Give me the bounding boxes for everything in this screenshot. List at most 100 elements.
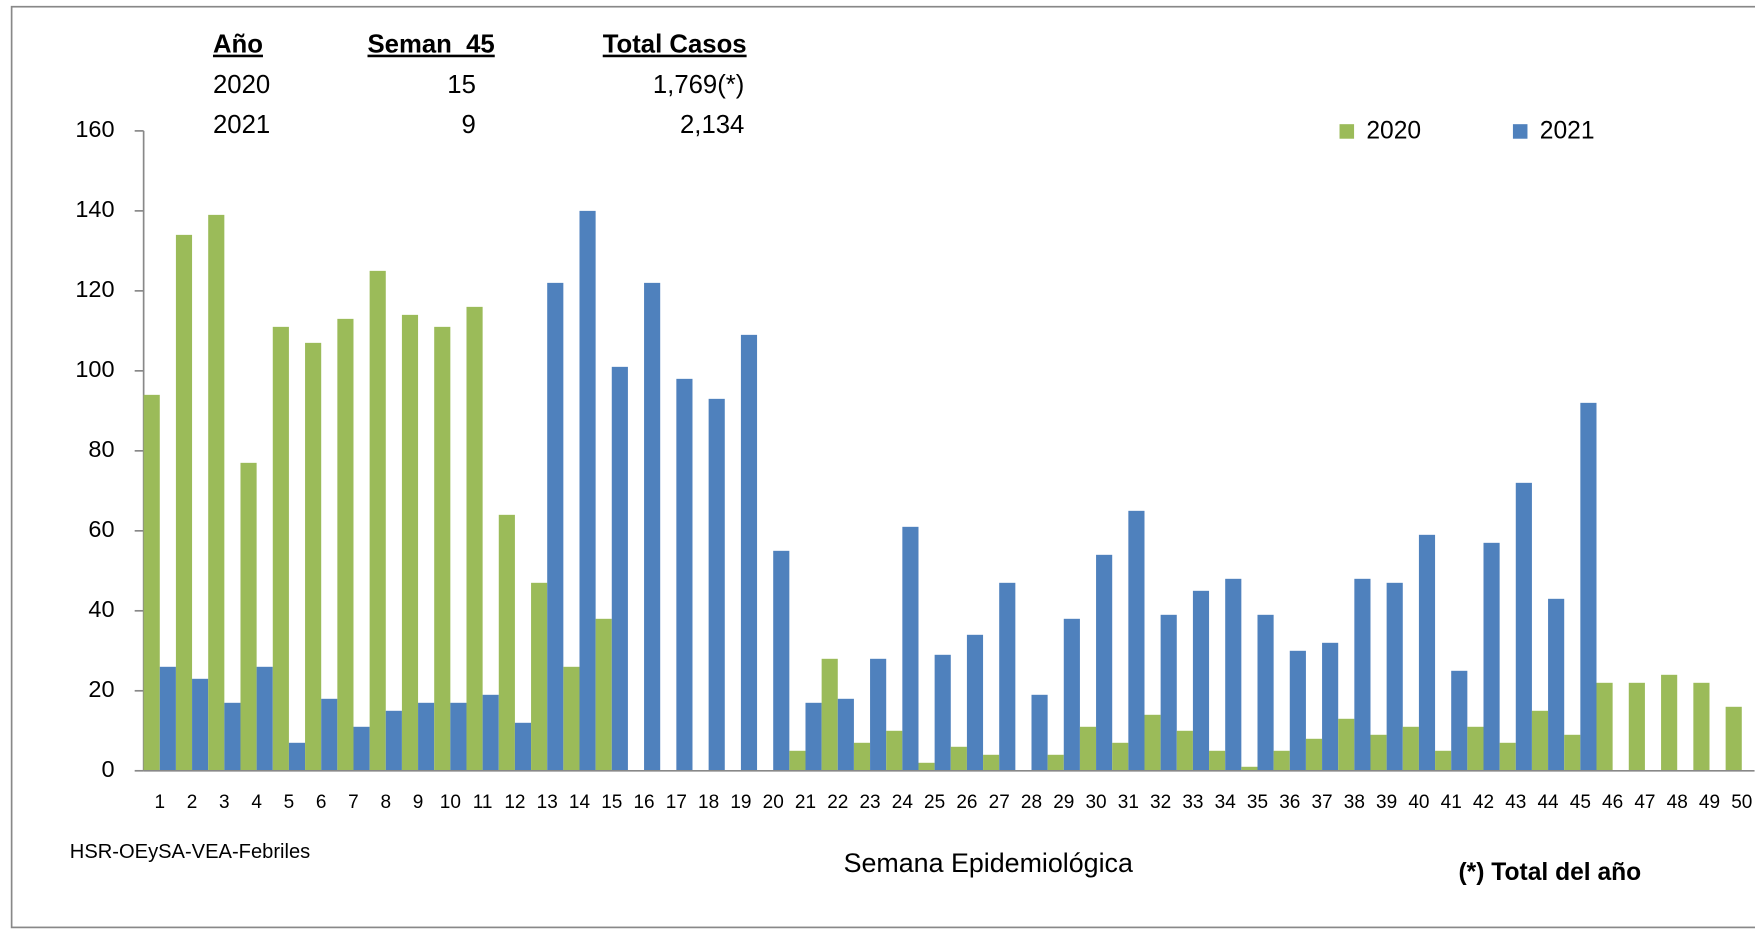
bar	[1209, 750, 1226, 771]
x-tick-label: 6	[316, 792, 327, 813]
bar	[450, 702, 467, 771]
y-tick-label: 60	[88, 516, 114, 542]
bar	[159, 666, 176, 771]
bar	[1289, 650, 1306, 771]
bar	[773, 550, 790, 771]
bar	[1483, 542, 1500, 771]
x-tick-label: 50	[1731, 792, 1752, 813]
bar	[1435, 750, 1452, 771]
bar	[1499, 742, 1516, 771]
bar	[1596, 682, 1613, 771]
x-axis-title: Semana Epidemiológica	[844, 848, 1133, 878]
legend-swatch	[1339, 124, 1355, 139]
y-tick-label: 100	[75, 356, 114, 382]
legend-label: 2021	[1540, 118, 1595, 145]
bar	[1273, 750, 1290, 771]
bar	[418, 702, 435, 771]
bar	[1386, 582, 1403, 771]
bar	[853, 742, 871, 771]
bar	[498, 514, 515, 771]
legend-label: 2020	[1366, 118, 1421, 145]
x-tick-label: 5	[284, 792, 295, 813]
bar	[1241, 766, 1258, 771]
bar	[1515, 482, 1532, 771]
x-tick-label: 29	[1053, 792, 1074, 813]
x-tick-label: 42	[1473, 792, 1494, 813]
bar	[611, 366, 628, 771]
x-tick-label: 23	[859, 792, 880, 813]
x-tick-label: 3	[219, 792, 230, 813]
bar	[708, 398, 725, 771]
x-tick-label: 49	[1699, 792, 1720, 813]
bar	[1031, 694, 1048, 771]
x-tick-label: 10	[440, 792, 461, 813]
y-tick-label: 0	[101, 756, 114, 782]
bar	[1354, 578, 1371, 771]
bar	[256, 666, 273, 771]
bar	[337, 318, 354, 771]
table-cell: 9	[462, 111, 476, 139]
bar	[401, 314, 419, 771]
bar	[902, 526, 919, 771]
x-tick-label: 28	[1021, 792, 1042, 813]
bar	[886, 730, 903, 771]
bar	[1225, 578, 1242, 771]
bar	[1628, 682, 1645, 771]
x-tick-label: 25	[924, 792, 945, 813]
x-tick-label: 34	[1215, 792, 1237, 813]
bar	[1096, 554, 1113, 771]
bar	[1467, 726, 1484, 771]
bar	[531, 582, 548, 771]
y-tick-label: 40	[88, 596, 114, 622]
x-tick-label: 27	[989, 792, 1010, 813]
chart-frame	[10, 5, 1755, 929]
x-tick-label: 40	[1408, 792, 1429, 813]
bar	[482, 694, 499, 771]
table-cell: 2020	[213, 71, 270, 99]
bar	[224, 702, 241, 771]
bar	[918, 762, 935, 771]
bar	[595, 618, 612, 771]
x-tick-label: 44	[1537, 792, 1559, 813]
bar	[966, 634, 984, 771]
x-tick-label: 30	[1085, 792, 1106, 813]
bar	[305, 342, 322, 771]
footnote: (*) Total del año	[1458, 859, 1641, 886]
y-tick-label: 80	[88, 436, 114, 462]
bar	[837, 698, 854, 771]
bar	[934, 654, 951, 771]
bar	[208, 214, 225, 771]
x-tick-label: 45	[1570, 792, 1591, 813]
bar	[240, 462, 257, 771]
bar	[514, 722, 532, 771]
x-tick-label: 33	[1182, 792, 1203, 813]
x-tick-label: 8	[380, 792, 391, 813]
x-tick-label: 38	[1344, 792, 1365, 813]
bar	[1693, 682, 1710, 771]
bar	[821, 658, 838, 771]
bar	[1580, 402, 1597, 771]
x-tick-label: 21	[795, 792, 816, 813]
legend-swatch	[1512, 124, 1528, 139]
bar	[385, 710, 402, 771]
bar	[192, 678, 209, 771]
bar	[143, 394, 160, 771]
bar	[1402, 726, 1419, 771]
bar	[1451, 670, 1468, 771]
bar	[321, 698, 338, 771]
bar	[1564, 734, 1581, 771]
bar	[466, 306, 483, 771]
x-tick-label: 24	[892, 792, 914, 813]
bar	[950, 746, 967, 771]
x-tick-label: 9	[413, 792, 424, 813]
bar	[1063, 618, 1080, 771]
x-tick-label: 2	[187, 792, 198, 813]
x-tick-label: 43	[1505, 792, 1526, 813]
bar	[1144, 714, 1161, 771]
table-header: Seman 45	[368, 31, 495, 59]
bar	[1418, 534, 1436, 771]
bar	[579, 210, 596, 771]
x-tick-label: 19	[730, 792, 751, 813]
x-tick-label: 37	[1311, 792, 1332, 813]
